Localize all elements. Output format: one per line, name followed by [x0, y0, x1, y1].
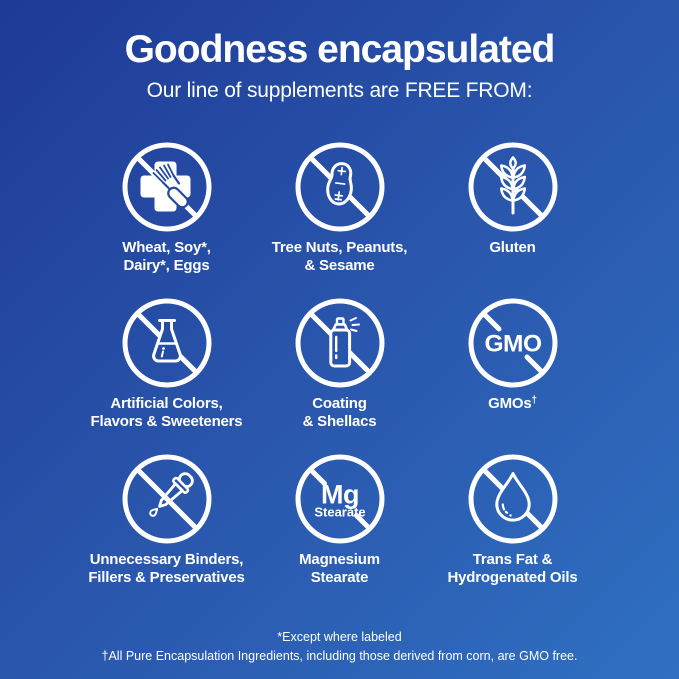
stearate-icon-text: Stearate	[314, 505, 365, 520]
free-from-item-binders: Unnecessary Binders, Fillers & Preservat…	[80, 452, 253, 608]
no-gluten-wheat-icon	[468, 142, 557, 232]
mg-icon-text: Mg	[321, 480, 359, 510]
free-from-item-artificial: Artificial Colors, Flavors & Sweeteners	[80, 296, 253, 452]
free-from-item-trans-fat: Trans Fat & Hydrogenated Oils	[426, 452, 599, 608]
item-label: Tree Nuts, Peanuts, & Sesame	[271, 239, 408, 274]
footnotes: *Except where labeled †All Pure Encapsul…	[0, 628, 679, 666]
free-from-grid: Wheat, Soy*, Dairy*, Eggs Tree N	[0, 140, 679, 608]
item-label: Trans Fat & Hydrogenated Oils	[447, 551, 578, 586]
gmo-icon-text: GMO	[484, 331, 541, 358]
item-label: GMOs†	[488, 395, 537, 412]
no-spray-can-icon	[295, 298, 384, 388]
no-gmo-icon: GMO	[468, 298, 557, 388]
no-mg-stearate-icon: Mg Stearate	[295, 454, 384, 544]
free-from-item-allergens: Wheat, Soy*, Dairy*, Eggs	[80, 140, 253, 296]
item-label: Coating & Shellacs	[302, 395, 377, 430]
item-label: Magnesium Stearate	[299, 551, 380, 586]
no-dropper-icon	[122, 454, 211, 544]
item-label: Wheat, Soy*, Dairy*, Eggs	[122, 239, 211, 274]
item-label: Unnecessary Binders, Fillers & Preservat…	[88, 551, 245, 586]
free-from-item-gluten: Gluten	[426, 140, 599, 296]
item-label: Artificial Colors, Flavors & Sweeteners	[90, 395, 243, 430]
free-from-item-nuts: Tree Nuts, Peanuts, & Sesame	[253, 140, 426, 296]
item-label: Gluten	[489, 239, 536, 256]
free-from-item-gmo: GMO GMOs†	[426, 296, 599, 452]
no-peanut-icon	[295, 142, 384, 232]
no-allergens-cross-fork-icon	[122, 142, 211, 232]
page-title: Goodness encapsulated	[124, 28, 556, 71]
no-water-drop-icon	[468, 454, 557, 544]
no-flask-icon	[122, 298, 211, 388]
free-from-item-coating: Coating & Shellacs	[253, 296, 426, 452]
page-subtitle: Our line of supplements are FREE FROM:	[146, 79, 533, 102]
free-from-item-mg-stearate: Mg Stearate Magnesium Stearate	[253, 452, 426, 608]
footnote-gmo-free: †All Pure Encapsulation Ingredients, inc…	[101, 649, 578, 663]
footnote-except-labeled: *Except where labeled	[277, 630, 402, 644]
